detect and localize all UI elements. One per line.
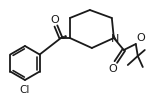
Text: Cl: Cl bbox=[20, 85, 30, 95]
Text: N: N bbox=[111, 34, 119, 44]
Text: O: O bbox=[137, 33, 145, 43]
Text: O: O bbox=[108, 64, 117, 74]
Text: O: O bbox=[50, 15, 59, 25]
